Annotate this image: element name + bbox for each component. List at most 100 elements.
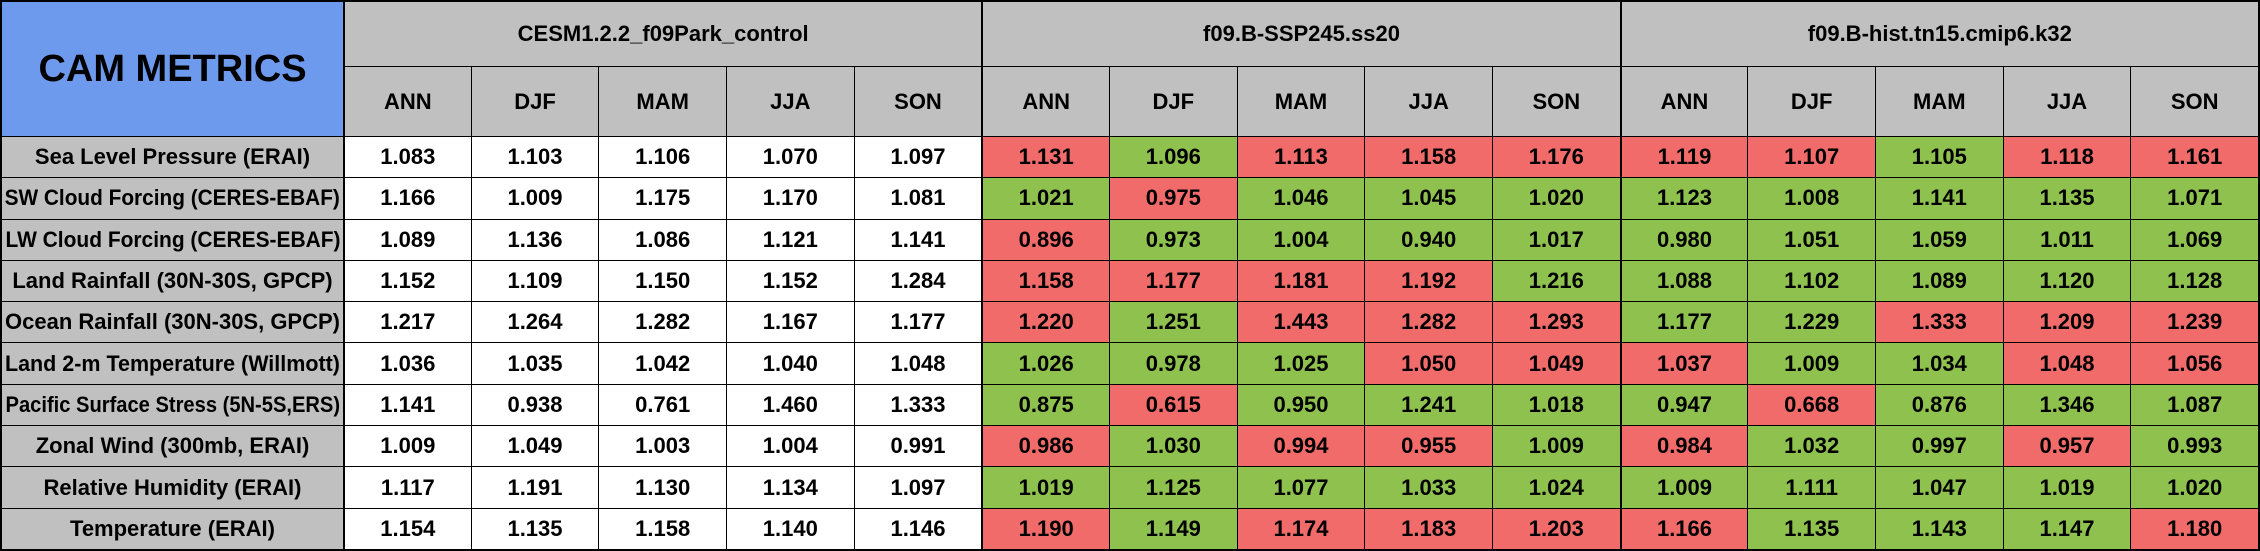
metric-value-cell: 1.220 <box>981 301 1109 343</box>
season-header-jja: JJA <box>1364 66 1492 136</box>
metric-value-cell: 1.097 <box>853 466 982 508</box>
row-label: SW Cloud Forcing (CERES-EBAF) <box>0 177 343 219</box>
metric-value-cell: 1.040 <box>725 342 854 384</box>
metric-value-cell: 1.181 <box>1236 259 1365 302</box>
season-header-djf: DJF <box>1108 66 1237 136</box>
metric-value-cell: 1.081 <box>853 177 982 219</box>
metric-value-cell: 1.107 <box>1747 136 1875 178</box>
metric-value-cell: 1.192 <box>1364 259 1492 302</box>
metric-value-cell: 1.087 <box>2130 383 2258 426</box>
row-label: Zonal Wind (300mb, ERAI) <box>0 425 343 467</box>
metric-value-cell: 1.113 <box>1236 136 1365 178</box>
metric-value-cell: 1.009 <box>1619 466 1748 508</box>
metric-value-cell: 1.175 <box>598 177 726 219</box>
metric-value-cell: 1.143 <box>1874 507 2003 549</box>
metric-value-cell: 1.346 <box>2002 383 2131 426</box>
metric-value-cell: 1.086 <box>598 218 726 260</box>
metric-value-cell: 1.004 <box>725 425 854 467</box>
season-header-son: SON <box>853 66 982 136</box>
metric-value-cell: 1.154 <box>343 507 471 549</box>
metric-value-cell: 1.077 <box>1236 466 1365 508</box>
metric-value-cell: 1.024 <box>1491 466 1620 508</box>
metric-value-cell: 1.042 <box>598 342 726 384</box>
row-label: LW Cloud Forcing (CERES-EBAF) <box>0 218 343 260</box>
metric-value-cell: 1.105 <box>1874 136 2003 178</box>
metric-value-cell: 1.147 <box>2002 507 2131 549</box>
group-header-2: f09.B-SSP245.ss20 <box>981 0 1620 66</box>
metric-value-cell: 0.761 <box>598 383 726 426</box>
metric-value-cell: 1.026 <box>981 342 1109 384</box>
season-header-son: SON <box>1491 66 1620 136</box>
metric-value-cell: 1.049 <box>470 425 599 467</box>
row-label: Land 2-m Temperature (Willmott) <box>0 342 343 384</box>
metric-value-cell: 1.008 <box>1747 177 1875 219</box>
metric-value-cell: 1.106 <box>598 136 726 178</box>
metric-value-cell: 1.140 <box>725 507 854 549</box>
metric-value-cell: 0.950 <box>1236 383 1365 426</box>
row-label-text: Temperature (ERAI) <box>70 515 275 541</box>
metric-value-cell: 1.046 <box>1236 177 1365 219</box>
metric-value-cell: 1.152 <box>725 259 854 302</box>
metric-value-cell: 1.045 <box>1364 177 1492 219</box>
row-label-text: Pacific Surface Stress (5N-5S,ERS) <box>5 391 340 417</box>
metric-value-cell: 1.333 <box>1874 301 2003 343</box>
metric-value-cell: 1.130 <box>598 466 726 508</box>
metric-value-cell: 1.136 <box>470 218 599 260</box>
metric-value-cell: 0.993 <box>2130 425 2258 467</box>
row-label: Sea Level Pressure (ERAI) <box>0 136 343 178</box>
metric-value-cell: 1.203 <box>1491 507 1620 549</box>
metric-value-cell: 1.111 <box>1747 466 1875 508</box>
metric-value-cell: 1.036 <box>343 342 471 384</box>
metric-value-cell: 0.876 <box>1874 383 2003 426</box>
metric-value-cell: 0.615 <box>1108 383 1237 426</box>
row-label-text: Relative Humidity (ERAI) <box>43 474 302 500</box>
metric-value-cell: 1.134 <box>725 466 854 508</box>
metric-value-cell: 1.241 <box>1364 383 1492 426</box>
metric-value-cell: 1.141 <box>343 383 471 426</box>
metric-value-cell: 0.668 <box>1747 383 1875 426</box>
metric-value-cell: 1.170 <box>725 177 854 219</box>
metric-value-cell: 1.020 <box>2130 466 2258 508</box>
metric-value-cell: 1.047 <box>1874 466 2003 508</box>
metric-value-cell: 1.033 <box>1364 466 1492 508</box>
metric-value-cell: 1.102 <box>1747 259 1875 302</box>
table-title: CAM METRICS <box>0 0 343 136</box>
row-label-text: LW Cloud Forcing (CERES-EBAF) <box>4 226 341 252</box>
metric-value-cell: 1.097 <box>853 136 982 178</box>
metric-value-cell: 1.251 <box>1108 301 1237 343</box>
metric-value-cell: 0.997 <box>1874 425 2003 467</box>
metric-value-cell: 1.183 <box>1364 507 1492 549</box>
metric-value-cell: 1.119 <box>1619 136 1748 178</box>
metric-value-cell: 1.293 <box>1491 301 1620 343</box>
metric-value-cell: 1.120 <box>2002 259 2131 302</box>
metric-value-cell: 1.089 <box>1874 259 2003 302</box>
metric-value-cell: 1.070 <box>725 136 854 178</box>
metric-value-cell: 1.141 <box>1874 177 2003 219</box>
metric-value-cell: 0.896 <box>981 218 1109 260</box>
metric-value-cell: 1.158 <box>981 259 1109 302</box>
metric-value-cell: 1.123 <box>1619 177 1748 219</box>
row-label-text: Land 2-m Temperature (Willmott) <box>5 350 340 376</box>
season-header-ann: ANN <box>1619 66 1748 136</box>
metric-value-cell: 1.089 <box>343 218 471 260</box>
metric-value-cell: 1.264 <box>470 301 599 343</box>
season-header-ann: ANN <box>981 66 1109 136</box>
metric-value-cell: 1.018 <box>1491 383 1620 426</box>
metric-value-cell: 0.947 <box>1619 383 1748 426</box>
metric-value-cell: 1.282 <box>598 301 726 343</box>
metric-value-cell: 0.984 <box>1619 425 1748 467</box>
metric-value-cell: 0.994 <box>1236 425 1365 467</box>
row-label: Pacific Surface Stress (5N-5S,ERS) <box>0 383 343 426</box>
season-header-djf: DJF <box>1747 66 1875 136</box>
metric-value-cell: 1.166 <box>1619 507 1748 549</box>
metric-value-cell: 0.940 <box>1364 218 1492 260</box>
metric-value-cell: 1.035 <box>470 342 599 384</box>
metric-value-cell: 1.191 <box>470 466 599 508</box>
metric-value-cell: 1.176 <box>1491 136 1620 178</box>
row-label-text: SW Cloud Forcing (CERES-EBAF) <box>4 185 341 211</box>
metric-value-cell: 1.282 <box>1364 301 1492 343</box>
metric-value-cell: 1.011 <box>2002 218 2131 260</box>
metric-value-cell: 1.109 <box>470 259 599 302</box>
metric-value-cell: 0.980 <box>1619 218 1748 260</box>
